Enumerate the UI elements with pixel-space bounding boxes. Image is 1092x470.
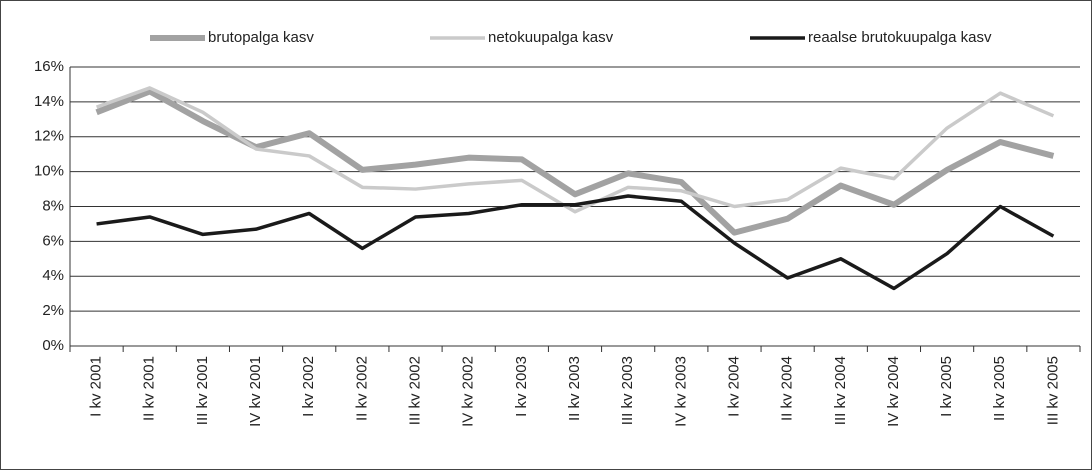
y-tick-label: 6%: [42, 232, 64, 249]
x-tick-label: III kv 2002: [406, 356, 423, 425]
x-tick-label: III kv 2001: [194, 356, 211, 425]
y-tick-label: 8%: [42, 197, 64, 214]
x-tick-label: I kv 2003: [513, 356, 530, 417]
x-tick-label: II kv 2001: [141, 356, 158, 421]
x-tick-label: III kv 2003: [619, 356, 636, 425]
y-tick-label: 16%: [34, 58, 64, 75]
y-tick-label: 2%: [42, 302, 64, 319]
series-line: [96, 194, 1055, 291]
x-tick-label: I kv 2001: [88, 356, 105, 417]
y-tick-label: 14%: [34, 93, 64, 110]
y-tick-label: 10%: [34, 163, 64, 180]
legend-label: brutopalga kasv: [208, 29, 314, 46]
y-tick-label: 4%: [42, 267, 64, 284]
x-tick-label: IV kv 2001: [247, 356, 264, 427]
x-tick-label: III kv 2005: [1044, 356, 1061, 425]
x-tick-label: II kv 2004: [779, 356, 796, 421]
x-tick-label: I kv 2005: [938, 356, 955, 417]
x-tick-label: IV kv 2003: [672, 356, 689, 427]
y-tick-label: 12%: [34, 128, 64, 145]
series-line: [95, 86, 1055, 214]
x-tick-label: II kv 2002: [353, 356, 370, 421]
y-tick-label: 0%: [42, 337, 64, 354]
x-tick-label: IV kv 2002: [460, 356, 477, 427]
x-tick-label: II kv 2005: [991, 356, 1008, 421]
x-tick-label: III kv 2004: [832, 356, 849, 425]
x-tick-label: IV kv 2004: [885, 356, 902, 427]
x-tick-label: I kv 2004: [725, 356, 742, 417]
x-tick-label: I kv 2002: [300, 356, 317, 417]
x-tick-label: II kv 2003: [566, 356, 583, 421]
legend-label: netokuupalga kasv: [488, 29, 614, 46]
legend-label: reaalse brutokuupalga kasv: [808, 29, 992, 46]
